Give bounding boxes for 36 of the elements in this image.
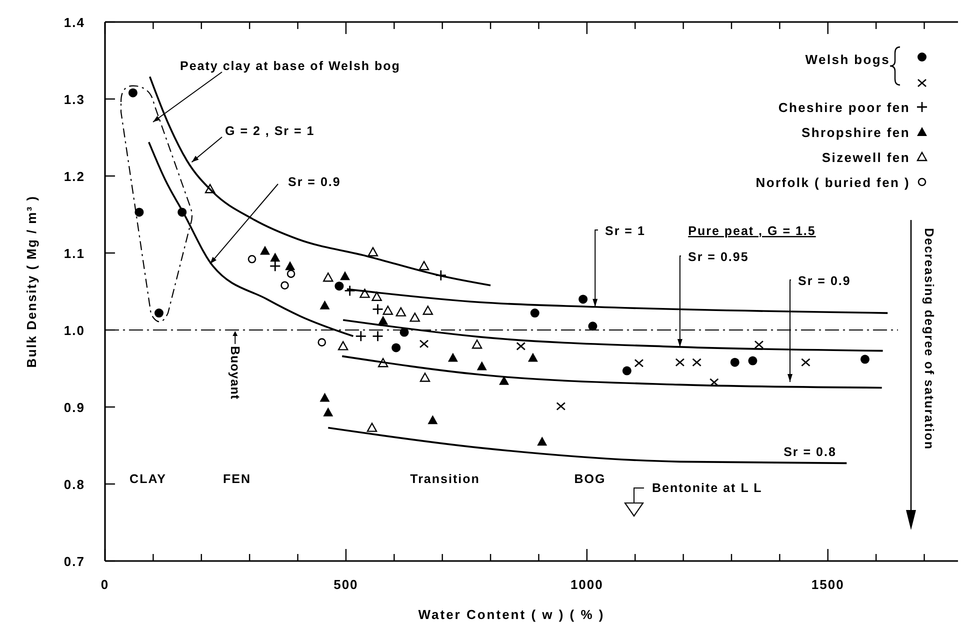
y-tick-label: 0.9 <box>64 400 85 415</box>
x-tick-label: 1500 <box>811 577 844 592</box>
x-tick-label: 1000 <box>570 577 604 592</box>
annotation: Sr = 0.95 <box>688 250 749 264</box>
annotation: Buoyant <box>228 346 242 400</box>
legend-entry: Sizewell fen <box>822 150 928 165</box>
y-tick-label: 1.0 <box>64 323 85 338</box>
annotation: Bentonite at L L <box>652 481 762 495</box>
y-tick-label: 1.4 <box>64 15 85 30</box>
annotation: Pure peat , G = 1.5 <box>688 224 816 238</box>
x-tick-label: 0 <box>100 577 110 592</box>
annotation: Peaty clay at base of Welsh bog <box>180 59 400 73</box>
y-axis-title: Bulk Density ( Mg / m³ ) <box>24 195 39 368</box>
legend-entry: Welsh bogs <box>805 46 927 88</box>
annotation: Decreasing degree of saturation <box>922 228 936 450</box>
x-axis-title: Water Content ( w ) ( % ) <box>418 607 605 622</box>
y-tick-label: 1.3 <box>64 92 85 107</box>
legend-entry: Shropshire fen <box>801 125 927 140</box>
annotation: Sr = 0.9 <box>288 175 341 189</box>
annotation: FEN <box>223 472 251 486</box>
legend-label: Welsh bogs <box>805 52 890 67</box>
annotation: G = 2 , Sr = 1 <box>225 124 315 138</box>
annotation: Transition <box>410 472 480 486</box>
y-tick-label: 1.2 <box>64 169 85 184</box>
annotation: BOG <box>574 472 606 486</box>
y-tick-label: 0.7 <box>64 554 85 569</box>
annotation: Sr = 0.9 <box>798 274 851 288</box>
y-tick-label: 1.1 <box>64 246 85 261</box>
annotation: Sr = 1 <box>605 224 646 238</box>
y-tick-label: 0.8 <box>64 477 85 492</box>
annotation: Sr = 0.8 <box>784 445 836 459</box>
legend-label: Sizewell fen <box>822 150 910 165</box>
x-tick-label: 500 <box>334 577 358 592</box>
annotation: CLAY <box>130 472 166 486</box>
legend-entry: Norfolk ( buried fen ) <box>756 175 926 190</box>
legend-entry: Cheshire poor fen <box>778 100 928 115</box>
